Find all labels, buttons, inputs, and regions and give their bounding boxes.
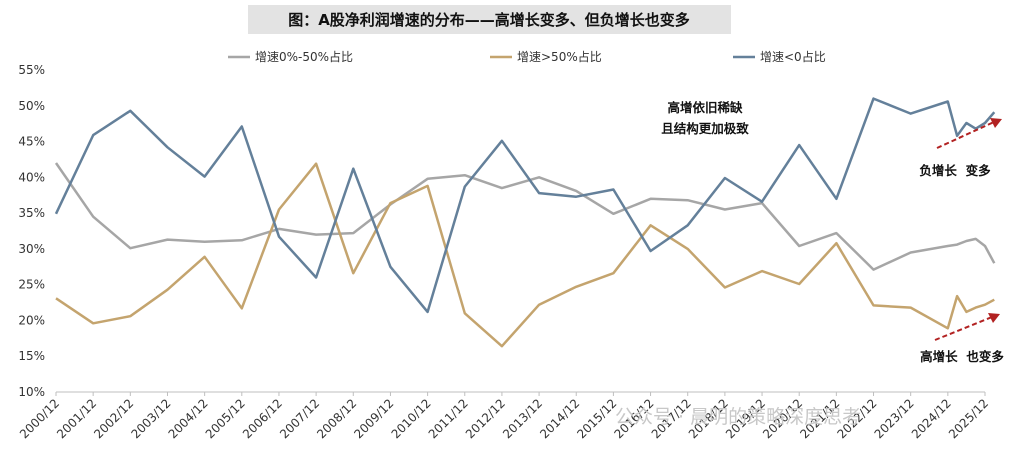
x-tick-label: 2006/12: [240, 396, 285, 441]
x-tick-label: 2004/12: [166, 396, 211, 441]
legend-label-1: 增速>50%占比: [517, 49, 602, 64]
y-tick-label: 35%: [18, 206, 45, 220]
x-tick-label: 2014/12: [537, 396, 582, 441]
x-tick-label: 2007/12: [277, 396, 322, 441]
annotation-scarce: 高增依旧稀缺: [667, 100, 743, 115]
legend: 增速0%-50%占比 增速>50%占比 增速<0占比: [228, 49, 826, 64]
y-axis: 10% 15% 20% 25% 30% 35% 40% 45% 50% 55%: [18, 63, 45, 399]
x-tick-label: 2012/12: [463, 396, 508, 441]
x-tick-label: 2015/12: [574, 396, 619, 441]
y-tick-label: 45%: [18, 135, 45, 149]
arrow-high: [934, 313, 1000, 341]
legend-label-2: 增速<0占比: [760, 49, 826, 64]
x-tick-label: 2002/12: [91, 396, 136, 441]
x-tick-label: 2001/12: [54, 396, 99, 441]
x-tick-label: 2009/12: [351, 396, 396, 441]
title-background: [248, 5, 731, 34]
x-tick-label: 2000/12: [17, 396, 62, 441]
series-lines: [54, 97, 996, 348]
legend-label-0: 增速0%-50%占比: [255, 49, 353, 64]
x-tick-label: 2025/12: [946, 396, 991, 441]
x-tick-label: 2003/12: [128, 396, 173, 441]
series-line-1: [55, 162, 995, 348]
arrow-negative: [936, 118, 1002, 149]
y-tick-label: 10%: [18, 385, 45, 399]
series-line-2: [54, 97, 996, 314]
annotation-negative-more: 负增长 变多: [919, 163, 991, 178]
x-tick-label: 2005/12: [203, 396, 248, 441]
x-tick-label: 2013/12: [500, 396, 545, 441]
annotation-structure: 且结构更加极致: [661, 121, 749, 136]
annotation-high-more: 高增长 也变多: [920, 349, 1004, 364]
watermark: 公众号 · 晨明的策略深度思考: [615, 406, 861, 428]
x-tick-label: 2011/12: [426, 396, 471, 441]
series-line-0: [54, 162, 996, 271]
x-tick-label: 2024/12: [909, 396, 954, 441]
y-tick-label: 55%: [18, 63, 45, 77]
y-tick-label: 20%: [18, 313, 45, 327]
y-tick-label: 25%: [18, 278, 45, 292]
y-tick-label: 30%: [18, 242, 45, 256]
y-tick-label: 40%: [18, 170, 45, 184]
y-tick-label: 50%: [18, 99, 45, 113]
chart-title: 图：A股净利润增速的分布——高增长变多、但负增长也变多: [288, 11, 690, 29]
x-tick-label: 2023/12: [872, 396, 917, 441]
x-tick-label: 2010/12: [389, 396, 434, 441]
x-tick-label: 2008/12: [314, 396, 359, 441]
y-tick-label: 15%: [18, 349, 45, 363]
